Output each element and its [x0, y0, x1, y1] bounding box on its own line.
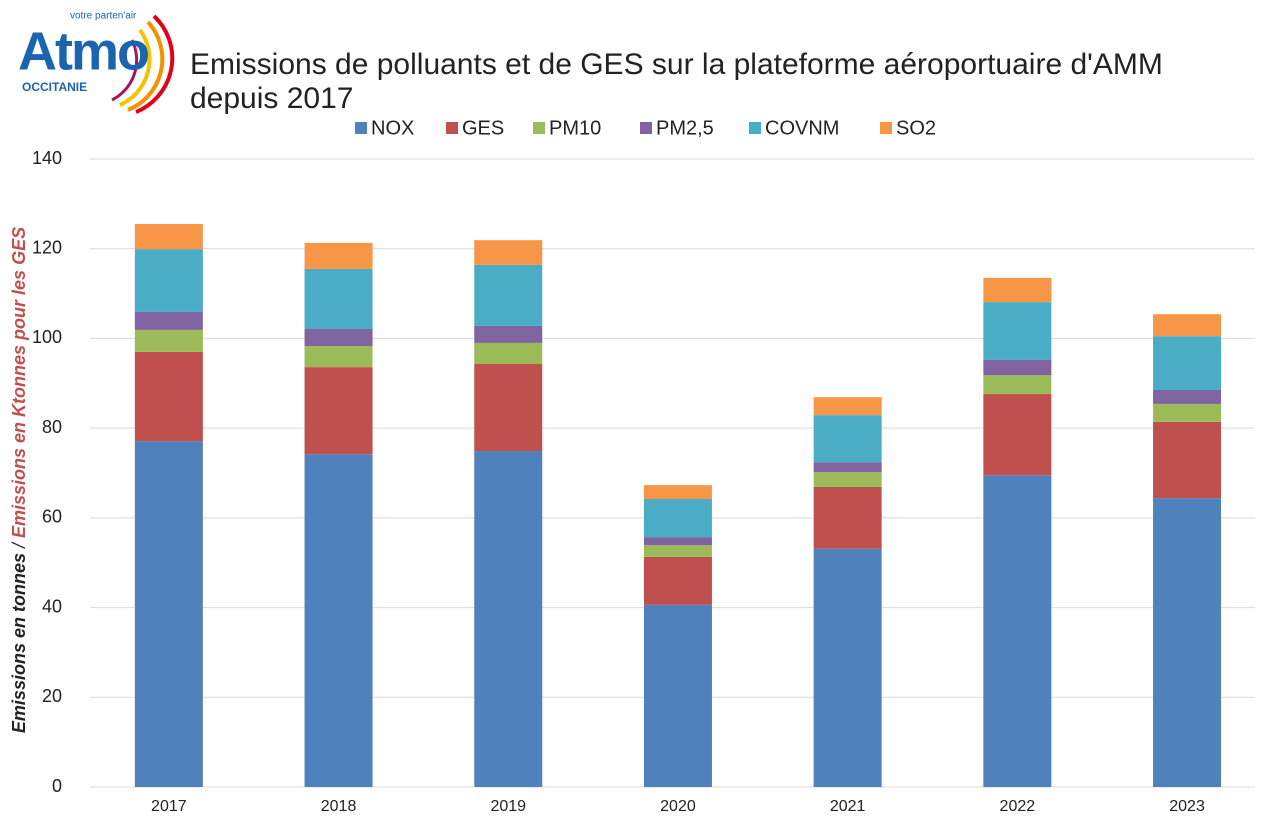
x-tick-label: 2022 [1000, 798, 1036, 815]
y-tick-label: 0 [52, 776, 62, 796]
bar-segment [983, 302, 1052, 360]
bar-segment [813, 486, 882, 549]
bar-segment [134, 441, 203, 787]
bar-segment [643, 499, 712, 538]
chart-title: Emissions de polluants et de GES sur la … [190, 48, 1163, 81]
bar-segment [304, 268, 373, 330]
logo-arc [135, 14, 175, 114]
legend-swatch [640, 122, 652, 134]
bar-segment [1153, 498, 1222, 787]
legend-swatch [880, 122, 892, 134]
bar-segment [474, 264, 543, 326]
bar-segment [134, 249, 203, 312]
y-tick-label: 100 [32, 327, 62, 347]
y-axis-label-part: Emissions en tonnes [9, 553, 29, 733]
legend-label: SO2 [896, 117, 936, 139]
y-tick-label: 60 [42, 507, 62, 527]
bar-segment [474, 342, 543, 364]
bar-segment [474, 363, 543, 452]
x-tick-label: 2018 [321, 798, 357, 815]
legend-swatch [446, 122, 458, 134]
bar-segment [304, 367, 373, 455]
bar-segment [813, 548, 882, 787]
bar-segment [304, 242, 373, 269]
logo-arc [127, 20, 165, 112]
x-tick-label: 2023 [1169, 798, 1205, 815]
logo-region: OCCITANIE [22, 80, 87, 94]
logo-name: Atmo [18, 21, 148, 81]
bar-segment [134, 224, 203, 250]
legend-label: PM2,5 [656, 117, 714, 139]
logo-arc [119, 28, 152, 107]
bar-segment [474, 325, 543, 343]
bar-segment [1153, 421, 1222, 499]
y-axis-label-part: Emissions en Ktonnes pour les GES [9, 227, 29, 538]
bar-segment [643, 545, 712, 557]
bar-segment [304, 329, 373, 347]
logo: Atmo votre parten'air OCCITANIE [18, 11, 175, 114]
bar-segment [1153, 403, 1222, 422]
legend-swatch [533, 122, 545, 134]
x-tick-label: 2020 [660, 798, 696, 815]
bar-segment [813, 472, 882, 487]
bar-segment [983, 375, 1052, 395]
x-tick-label: 2021 [830, 798, 866, 815]
bar-segment [813, 415, 882, 463]
bar-segment [643, 604, 712, 787]
y-tick-label: 20 [42, 686, 62, 706]
legend-label: COVNM [765, 117, 839, 139]
legend-label: GES [462, 117, 504, 139]
legend-swatch [355, 122, 367, 134]
bar-segment [813, 462, 882, 473]
y-axis-label: Emissions en tonnes / Emissions en Ktonn… [9, 227, 29, 733]
bar-segment [474, 451, 543, 787]
bar-segment [304, 454, 373, 787]
bar-segment [643, 556, 712, 605]
x-tick-label: 2017 [151, 798, 187, 815]
legend-label: NOX [371, 117, 414, 139]
legend-label: PM10 [549, 117, 601, 139]
bar-segment [983, 394, 1052, 476]
y-tick-label: 140 [32, 148, 62, 168]
y-tick-label: 80 [42, 417, 62, 437]
y-tick-label: 120 [32, 237, 62, 257]
bar-segment [983, 359, 1052, 376]
logo-arc [111, 39, 139, 102]
bar-segment [134, 351, 203, 442]
bar-segment [1153, 336, 1222, 391]
bar-segment [1153, 390, 1222, 404]
bar-segment [983, 277, 1052, 303]
chart-title: depuis 2017 [190, 82, 353, 115]
bar-segment [1153, 314, 1222, 337]
bar-segment [983, 475, 1052, 787]
bar-segment [643, 537, 712, 546]
bar-segment [474, 240, 543, 265]
bar-segment [134, 329, 203, 352]
bar-segment [134, 311, 203, 330]
bar-segment [643, 485, 712, 500]
y-tick-label: 40 [42, 596, 62, 616]
bar-segment [304, 346, 373, 368]
bar-segment [813, 397, 882, 416]
y-axis-label-part: / [9, 541, 29, 550]
legend-swatch [749, 122, 761, 134]
logo-tagline: votre parten'air [70, 11, 137, 22]
x-tick-label: 2019 [490, 798, 526, 815]
